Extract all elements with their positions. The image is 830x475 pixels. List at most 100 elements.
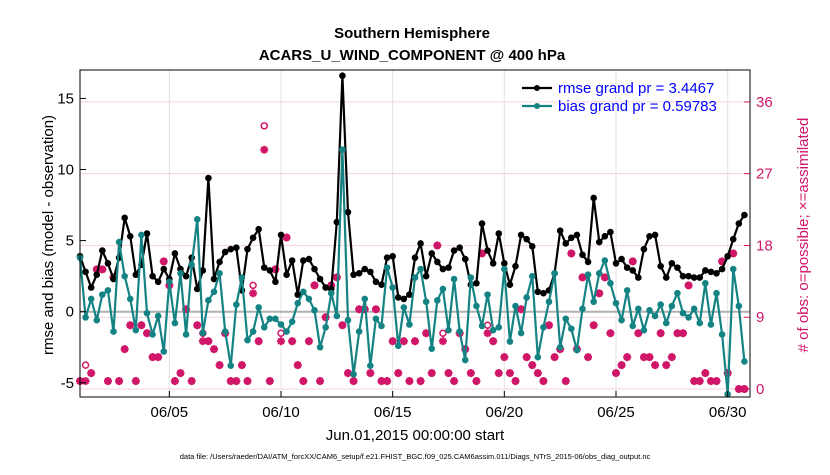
obs-assimilated-point bbox=[215, 361, 224, 370]
bias-series-point bbox=[668, 302, 676, 310]
obs-assimilated-point bbox=[282, 233, 291, 242]
bias-series-point bbox=[579, 305, 586, 313]
bias-series-point bbox=[305, 295, 313, 303]
bias-series-point bbox=[82, 314, 89, 321]
rmse-series-point bbox=[339, 72, 346, 79]
footer-note: data file: /Users/raeder/DAI/ATM_forcXX/… bbox=[180, 452, 651, 461]
rmse-series-point bbox=[461, 255, 469, 263]
obs-assimilated-point bbox=[204, 337, 213, 346]
bias-series-point bbox=[635, 305, 642, 313]
x-axis: 06/05 06/10 06/15 06/20 06/25 06/30 bbox=[151, 391, 746, 421]
obs-assimilated-point bbox=[494, 369, 503, 378]
bias-series-point bbox=[99, 291, 106, 298]
bias-series-point bbox=[160, 348, 168, 355]
obs-assimilated-point bbox=[154, 353, 163, 362]
y2-tick-label: 0 bbox=[756, 381, 764, 398]
bias-series-point bbox=[143, 309, 151, 317]
bias-series-point bbox=[350, 370, 357, 378]
obs-assimilated-point bbox=[338, 321, 347, 330]
obs-assimilated-point bbox=[500, 353, 509, 362]
rmse-series-point bbox=[635, 274, 642, 281]
rmse-series-point bbox=[618, 255, 625, 263]
obs-assimilated-point bbox=[249, 289, 258, 298]
rmse-series-point bbox=[595, 238, 603, 246]
rmse-series-point bbox=[143, 230, 151, 237]
plot-area bbox=[76, 72, 749, 398]
bias-series-point bbox=[590, 298, 597, 306]
rmse-series-point bbox=[434, 258, 441, 266]
rmse-series-point bbox=[584, 258, 592, 266]
rmse-series-point bbox=[568, 234, 575, 242]
obs-assimilated-point bbox=[411, 337, 419, 346]
bias-series-point bbox=[115, 238, 123, 246]
obs-assimilated-point bbox=[489, 337, 498, 346]
bias-series-point bbox=[657, 301, 664, 308]
bias-series-point bbox=[244, 336, 251, 344]
rmse-series-point bbox=[662, 274, 670, 281]
grid bbox=[80, 70, 750, 397]
rmse-series-point bbox=[305, 255, 313, 263]
rmse-series-point bbox=[601, 233, 609, 240]
x-tick-label: 06/15 bbox=[374, 404, 412, 421]
obs-assimilated-point bbox=[505, 369, 514, 378]
obs-assimilated-point bbox=[433, 241, 442, 250]
bias-series-point bbox=[629, 322, 637, 330]
bias-series-point bbox=[182, 331, 190, 338]
obs-assimilated-point bbox=[623, 353, 632, 362]
bias-series-point bbox=[288, 318, 296, 325]
rmse-series-point bbox=[389, 252, 396, 260]
legend-label-rmse: rmse grand pr = 3.4467 bbox=[558, 80, 714, 97]
bias-series-point bbox=[646, 306, 653, 314]
bias-series-point bbox=[707, 321, 715, 328]
rmse-series-point bbox=[400, 295, 408, 303]
obs-assimilated-point bbox=[388, 337, 397, 346]
rmse-series-point bbox=[93, 271, 101, 279]
bias-series-point bbox=[540, 324, 547, 331]
x-tick-label: 06/20 bbox=[486, 404, 524, 421]
rmse-series-point bbox=[713, 270, 720, 277]
rmse-series-point bbox=[512, 262, 519, 270]
obs-assimilated-point bbox=[170, 377, 179, 386]
rmse-series-point bbox=[249, 234, 257, 242]
rmse-series-point bbox=[383, 254, 391, 261]
y2-tick-label: 27 bbox=[756, 166, 773, 183]
rmse-series-point bbox=[367, 268, 374, 276]
rmse-series-point bbox=[104, 260, 112, 267]
obs-assimilated-point bbox=[656, 329, 665, 338]
obs-assimilated-point bbox=[517, 305, 526, 314]
rmse-series-point bbox=[718, 265, 726, 273]
bias-series-point bbox=[177, 270, 184, 277]
bias-series-point bbox=[193, 215, 201, 223]
obs-assimilated-point bbox=[528, 361, 537, 370]
rmse-series-point bbox=[629, 267, 637, 274]
bias-series-point bbox=[199, 329, 207, 337]
rmse-series-point bbox=[171, 250, 179, 257]
y2-tick-label: 36 bbox=[756, 94, 773, 111]
bias-series-point bbox=[110, 328, 117, 335]
obs-assimilated-point bbox=[81, 377, 90, 386]
bias-series-point bbox=[389, 284, 396, 291]
y2-axis: 0 9 18 27 36 bbox=[744, 94, 773, 398]
bias-series-point bbox=[434, 297, 441, 304]
bias-series-point bbox=[512, 302, 519, 310]
bias-series-point bbox=[741, 358, 748, 365]
obs-assimilated-point bbox=[589, 321, 598, 330]
chart-title: Southern Hemisphere bbox=[334, 25, 490, 42]
obs-assimilated-point bbox=[260, 145, 269, 154]
rmse-series-point bbox=[646, 233, 653, 240]
chart-subtitle: ACARS_U_WIND_COMPONENT @ 400 hPa bbox=[259, 47, 566, 64]
bias-series-point bbox=[383, 264, 391, 271]
bias-series-point bbox=[595, 270, 603, 277]
rmse-series-point bbox=[378, 281, 385, 288]
bias-series-point bbox=[473, 302, 480, 310]
obs-assimilated-point bbox=[522, 353, 531, 362]
bias-series-point bbox=[618, 316, 625, 324]
obs-assimilated-point bbox=[472, 377, 481, 386]
obs-assimilated-point bbox=[98, 265, 107, 274]
obs-assimilated-point bbox=[595, 289, 604, 298]
rmse-series-point bbox=[690, 274, 698, 281]
bias-series-point bbox=[327, 289, 335, 297]
bias-series-point bbox=[378, 322, 385, 330]
